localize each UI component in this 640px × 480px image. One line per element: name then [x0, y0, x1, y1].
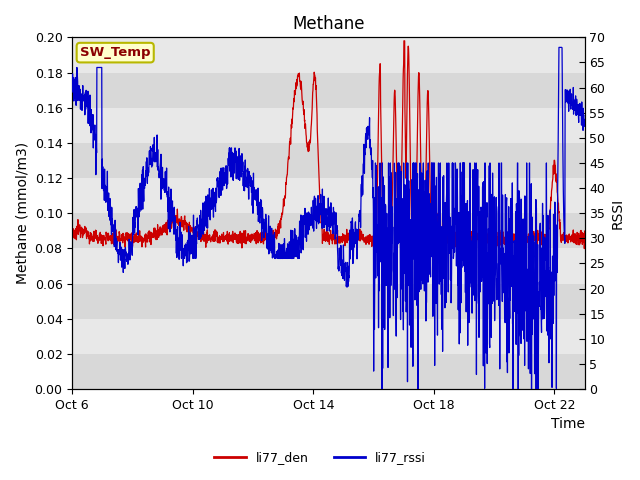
- Bar: [72, 319, 584, 354]
- Y-axis label: RSSI: RSSI: [611, 198, 625, 229]
- Legend: li77_den, li77_rssi: li77_den, li77_rssi: [209, 446, 431, 469]
- Bar: [72, 178, 584, 213]
- X-axis label: Time: Time: [550, 418, 584, 432]
- Bar: [72, 249, 584, 284]
- Bar: [72, 213, 584, 249]
- Bar: [72, 143, 584, 178]
- Y-axis label: Methane (mmol/m3): Methane (mmol/m3): [15, 142, 29, 284]
- Title: Methane: Methane: [292, 15, 365, 33]
- Bar: [72, 72, 584, 108]
- Bar: [72, 354, 584, 389]
- Bar: [72, 284, 584, 319]
- Bar: [72, 108, 584, 143]
- Text: SW_Temp: SW_Temp: [80, 46, 150, 59]
- Bar: [72, 37, 584, 72]
